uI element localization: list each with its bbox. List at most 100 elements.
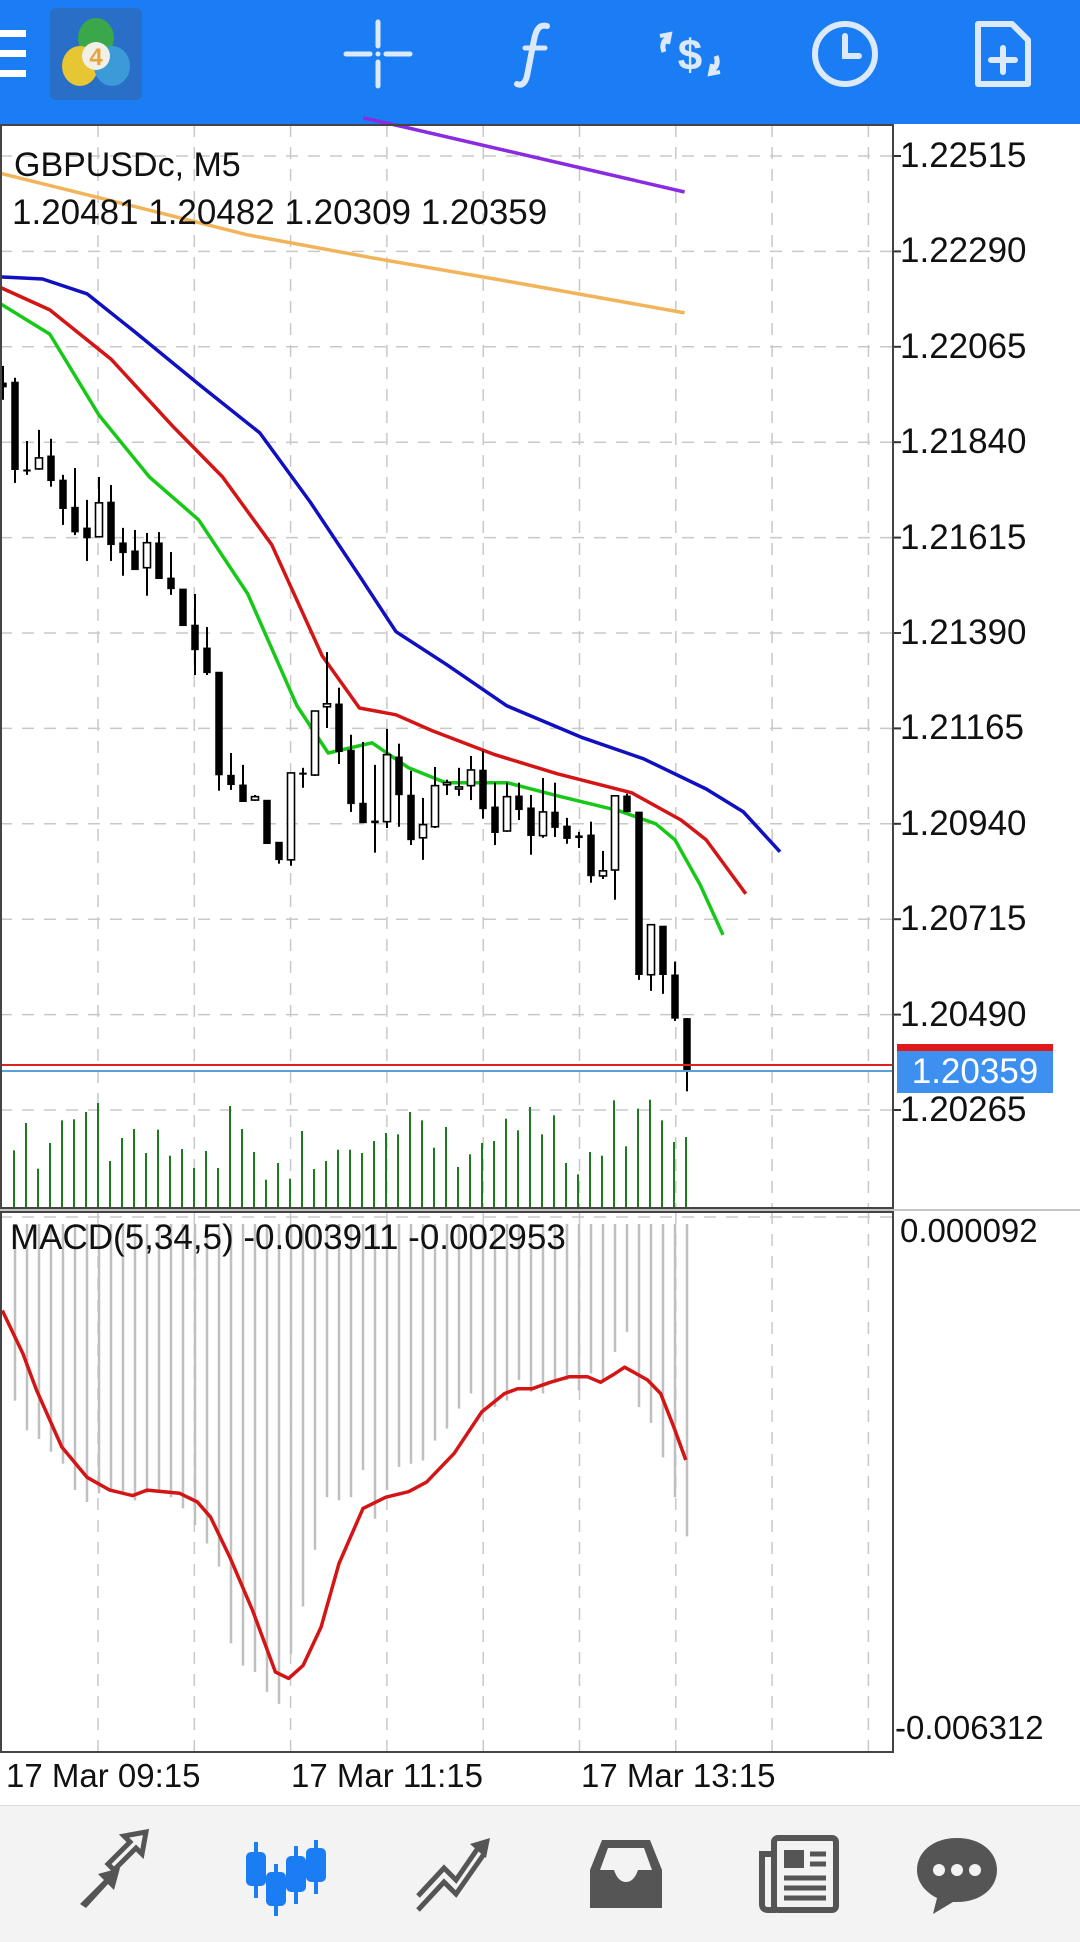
candle-body-bear [371,820,379,824]
candle-body-bear [71,506,79,533]
candle [131,529,139,571]
candle-body-bear [167,577,175,590]
crosshair-icon[interactable] [338,14,418,94]
candle [479,750,487,819]
indicators-icon[interactable] [495,14,575,94]
macd-panel-border [0,1211,894,1753]
candle [142,532,152,596]
candle [671,961,679,1021]
candle-body-bull [502,795,512,832]
price-axis-label: 1.20490 [900,994,1027,1034]
candle-body-bear [83,527,91,539]
candle [119,527,127,576]
chart-area[interactable] [0,0,1080,1805]
volume-bars [13,1099,687,1207]
candle [191,593,199,675]
candle [587,821,595,883]
candle-body-bear [575,835,583,839]
candle-body-bear [551,811,559,828]
candle-body-bear [479,769,487,810]
svg-text:$: $ [678,31,702,80]
candle [683,1017,691,1092]
nav-news[interactable] [750,1824,850,1924]
candle [646,923,656,991]
candle [430,766,440,829]
candle [250,794,260,801]
time-label: 17 Mar 13:15 [581,1757,776,1794]
moving-average-purple [362,116,685,194]
candle [382,728,392,829]
candle [598,850,608,879]
candle [83,499,91,561]
candle [359,741,367,824]
candle-body-bear [515,795,523,811]
candle-body-bear [335,703,343,752]
candle [0,365,7,400]
candle-body-bear [119,542,127,554]
current-price-marker [897,1044,1053,1051]
candle-body-bull [442,781,452,786]
candle-body-bear [107,501,115,546]
nav-chat[interactable] [907,1824,1007,1924]
candle-body-bear [395,756,403,796]
chart-grid [0,125,901,1752]
candle-body-bear [47,455,55,482]
candle-body-bear [179,588,187,627]
nav-history[interactable] [576,1824,676,1924]
moving-average-blue [0,275,782,853]
candle-body-bear [215,671,223,776]
candle-body-bull [466,769,476,787]
candle [71,468,79,536]
candle [322,652,332,728]
chart-frame [0,124,1080,1753]
candle-body-bull [610,795,620,871]
candle [538,778,548,838]
candle [263,799,271,844]
candle-body-bull [142,541,152,569]
candle-body-bear [23,469,31,472]
candle-body-bear [407,794,415,841]
new-order-icon[interactable] [962,14,1042,94]
candle [442,779,452,795]
candle [407,770,415,845]
price-axis-label: 1.21165 [900,708,1024,748]
candle [94,476,104,538]
candle-body-bear [659,925,667,975]
nav-chart[interactable] [234,1824,334,1924]
current-price-label: 1.20359 [897,1051,1053,1093]
price-axis-label: 1.21390 [900,613,1027,652]
candle-body-bull [322,703,332,708]
price-axis-label: 1.22515 [900,136,1027,175]
time-label: 17 Mar 11:15 [291,1757,484,1794]
history-inbox-icon [590,1840,662,1908]
nav-trade[interactable] [404,1824,504,1924]
chat-icon [917,1838,997,1914]
candle [371,764,379,853]
bottom-navigation [0,1805,1080,1942]
candle [635,811,643,980]
price-axis-label: 1.20715 [900,899,1027,939]
candle [275,841,283,864]
candle [623,793,631,813]
candle-body-bear [299,772,307,775]
timeframe-icon[interactable] [805,14,885,94]
moving-average-red [0,285,748,895]
candle-body-bull [286,772,296,861]
candle [11,377,19,483]
macd-axis-top: 0.000092 [900,1212,1038,1249]
candle-body-bull [454,786,464,790]
candle [203,627,211,675]
candle-body-bull [34,457,44,470]
candle [310,710,320,776]
nav-quotes[interactable] [58,1824,158,1924]
candle [299,767,307,788]
candle [515,782,523,820]
candle [454,767,464,796]
trade-icon[interactable]: $ [650,14,730,94]
candle-body-bear [275,841,283,861]
menu-icon[interactable] [0,30,26,78]
candle-body-bear [0,382,7,388]
metatrader-logo[interactable]: 4 [50,8,142,100]
price-axis-label: 1.21840 [900,422,1027,462]
candle-body-bear [203,647,211,674]
